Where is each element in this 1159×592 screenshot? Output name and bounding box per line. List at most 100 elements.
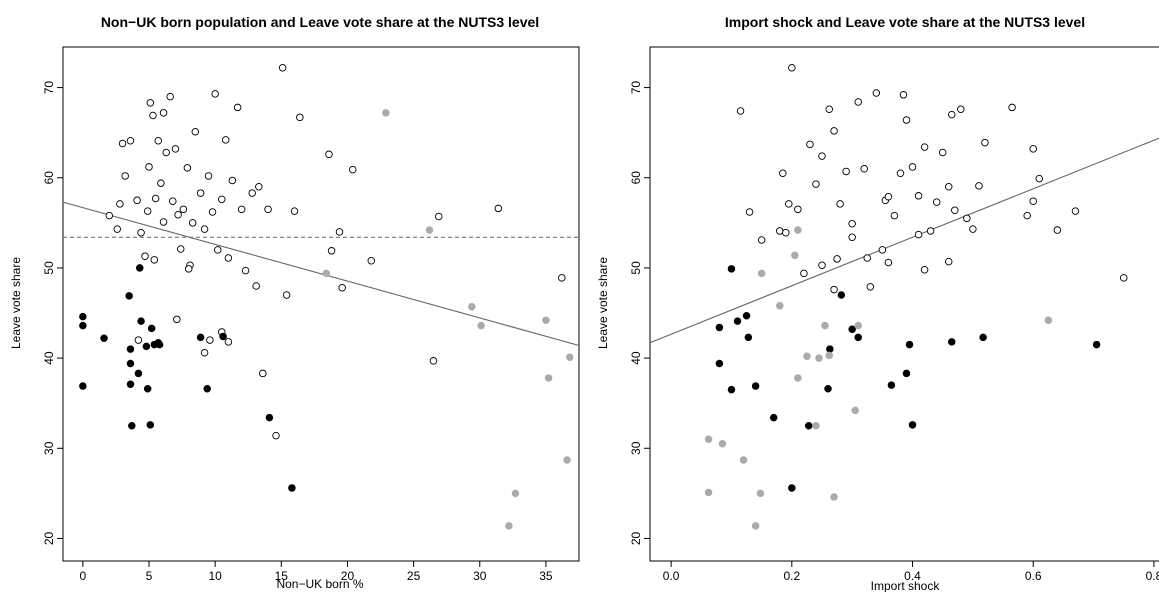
open-point [863, 254, 872, 262]
open-point [338, 284, 346, 292]
filled-point [742, 311, 751, 320]
open-point [1029, 145, 1037, 153]
grey-point [322, 269, 331, 278]
grey-point [851, 406, 859, 415]
open-point [174, 210, 182, 219]
grey-point [830, 493, 838, 501]
plot-frame [649, 46, 1159, 562]
x-tick-label: 5 [146, 569, 153, 583]
x-tick-label: 15 [275, 569, 289, 583]
filled-point [733, 317, 742, 325]
open-point [113, 225, 121, 233]
x-tick-label: 10 [208, 569, 222, 583]
y-tick-label: 50 [629, 261, 643, 275]
open-point [872, 89, 881, 97]
grey-point [821, 321, 829, 330]
y-tick-label: 30 [629, 441, 643, 455]
open-point [558, 274, 566, 282]
grey-point [704, 488, 713, 497]
open-point [963, 214, 971, 223]
open-point [278, 63, 287, 72]
open-point [914, 230, 923, 239]
filled-point [219, 332, 227, 341]
grey-point [794, 226, 802, 234]
open-point [866, 283, 875, 291]
open-point [282, 291, 291, 299]
open-point [248, 189, 256, 197]
chart-title: Non−UK born population and Leave vote sh… [101, 14, 539, 30]
open-point [914, 192, 923, 200]
open-point [818, 152, 826, 160]
open-point [1120, 274, 1128, 282]
grey-point [756, 489, 765, 498]
x-axis-label: Import shock [871, 579, 941, 592]
open-point [367, 256, 376, 265]
open-point [800, 269, 808, 278]
filled-point [727, 385, 736, 394]
y-tick-label: 60 [629, 171, 643, 185]
open-point [162, 148, 170, 157]
filled-point [769, 413, 778, 422]
open-point [166, 92, 174, 101]
open-point [860, 164, 868, 173]
open-point [429, 357, 438, 365]
open-point [169, 197, 177, 205]
grey-point [757, 269, 766, 278]
open-point [173, 315, 181, 324]
open-point [105, 211, 114, 220]
open-point [290, 207, 299, 215]
open-point [116, 200, 124, 208]
grey-point [382, 109, 390, 117]
open-point [154, 137, 163, 145]
open-point [183, 164, 192, 172]
open-point [200, 348, 209, 357]
y-tick-label: 40 [629, 351, 643, 365]
filled-point [837, 291, 846, 299]
open-point [1023, 211, 1031, 220]
grey-point [854, 321, 862, 330]
open-point [854, 98, 862, 106]
open-point [776, 227, 784, 235]
reference-lines [649, 137, 1159, 344]
open-point [736, 107, 745, 115]
open-point [221, 136, 230, 144]
chart-panel-right: Import shock and Leave vote share at the… [596, 14, 1159, 592]
open-point [141, 252, 149, 260]
grey-point [704, 435, 713, 444]
x-tick-label: 0.4 [904, 569, 921, 583]
reference-lines [62, 201, 580, 347]
filled-point [203, 385, 211, 393]
open-point [825, 105, 833, 113]
grey-point [812, 421, 820, 430]
chart-title: Import shock and Leave vote share at the… [725, 14, 1085, 30]
filled-point [79, 382, 87, 390]
grey-point [825, 351, 833, 360]
grey-point [776, 302, 784, 310]
open-point [218, 195, 226, 204]
filled-point [788, 484, 796, 492]
filled-point [137, 317, 145, 325]
open-point [259, 369, 267, 378]
open-point [171, 145, 180, 153]
y-tick-label: 20 [42, 531, 56, 545]
open-point [932, 198, 941, 206]
open-point [884, 192, 893, 201]
y-tick-label: 70 [629, 81, 643, 95]
open-point [848, 233, 856, 242]
y-tick-label: 40 [42, 351, 56, 365]
y-axis: 20 30 40 50 60 70 [42, 81, 63, 545]
filled-point [887, 381, 896, 389]
open-point [143, 207, 152, 215]
filled-point [155, 340, 164, 349]
open-point [325, 150, 333, 159]
filled-point [196, 333, 205, 342]
filled-point [744, 333, 753, 342]
grey-point [751, 522, 760, 530]
open-point [241, 266, 250, 275]
open-point [830, 285, 838, 294]
open-point [157, 179, 165, 187]
open-point [969, 225, 977, 233]
filled-point [908, 421, 917, 429]
open-point [951, 206, 959, 214]
